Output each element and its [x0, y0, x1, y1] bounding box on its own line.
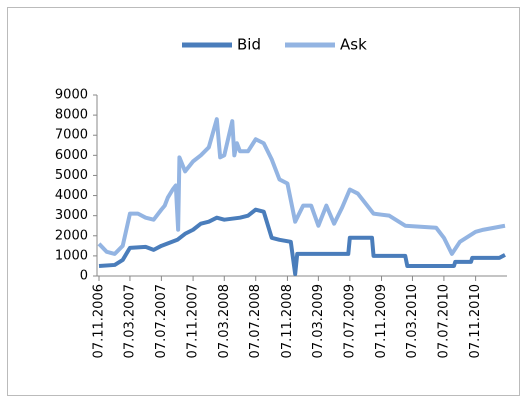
x-tick-label: 07.11.2010	[468, 284, 483, 358]
legend-label: Bid	[237, 36, 261, 54]
x-tick-label: 07.07.2008	[248, 284, 263, 358]
x-tick-label: 07.11.2006	[92, 284, 107, 358]
y-tick-label: 5000	[55, 168, 88, 183]
y-tick-label: 6000	[55, 148, 88, 163]
x-tick-label: 07.03.2008	[217, 284, 232, 358]
series-line	[98, 207, 506, 276]
y-tick-label: 2000	[55, 228, 88, 243]
y-tick-label: 1000	[55, 248, 88, 263]
x-tick-label: 07.03.2010	[405, 284, 420, 358]
x-tick-label: 07.11.2009	[374, 284, 389, 358]
y-tick-label: 9000	[55, 88, 88, 103]
x-tick-label: 07.07.2009	[342, 284, 357, 358]
chart-frame	[7, 7, 520, 396]
x-tick-label: 07.07.2010	[436, 284, 451, 358]
series-line	[97, 117, 506, 256]
x-tick-label: 07.11.2008	[280, 284, 295, 358]
x-tick-label: 07.11.2007	[186, 284, 201, 358]
y-tick-label: 0	[80, 269, 88, 284]
y-tick-label: 4000	[55, 188, 88, 203]
y-tick-label: 8000	[55, 108, 88, 123]
x-tick-label: 07.07.2007	[154, 284, 169, 358]
y-tick-label: 3000	[55, 208, 88, 223]
x-tick-label: 07.03.2007	[122, 284, 137, 358]
legend-label: Ask	[340, 36, 367, 54]
x-tick-label: 07.03.2009	[311, 284, 326, 358]
y-tick-label: 7000	[55, 128, 88, 143]
